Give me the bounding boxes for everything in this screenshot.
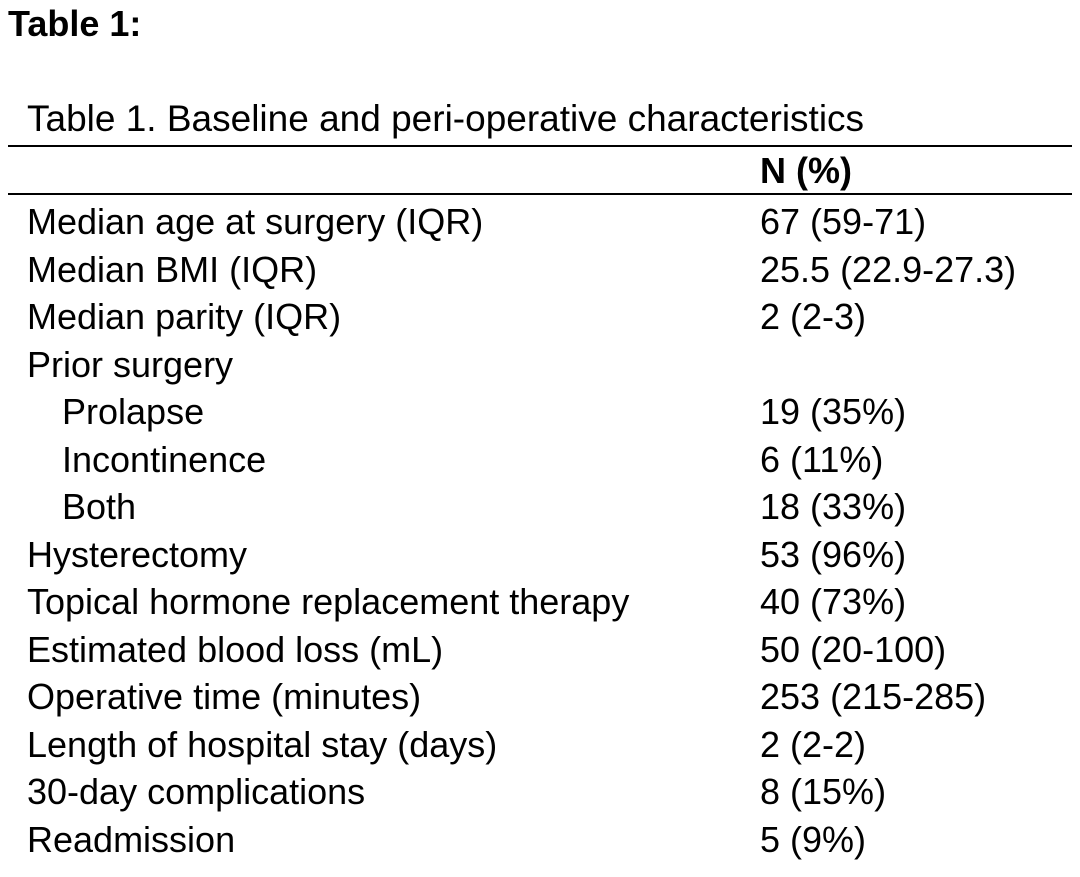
table-row: Median age at surgery (IQR) 67 (59-71) [0,198,1080,246]
row-label: Topical hormone replacement therapy [27,581,630,622]
table-row-group-heading: Prior surgery [0,341,1080,389]
table-top-rule [8,145,1072,147]
row-label: Incontinence [62,438,267,480]
row-label: Length of hospital stay (days) [27,723,498,765]
table-caption: Table 1. Baseline and peri-operative cha… [27,98,865,139]
row-label: Both [62,486,137,527]
document-heading: Table 1: [8,3,142,44]
row-value: 8 (15%) [760,771,887,812]
row-label: Median age at surgery (IQR) [27,201,484,242]
row-value: 18 (33%) [760,486,907,527]
row-label: Readmission [27,818,236,860]
table-row: Estimated blood loss (mL) 50 (20-100) [0,626,1080,674]
table-row: Readmission 5 (9%) [0,816,1080,864]
table-row-subitem: Incontinence 6 (11%) [0,436,1080,484]
row-label: Hysterectomy [27,533,248,575]
table-row: Topical hormone replacement therapy 40 (… [0,578,1080,626]
row-value: 19 (35%) [760,391,907,432]
row-value: 6 (11%) [760,438,884,480]
table-row-subitem: Both 18 (33%) [0,483,1080,531]
row-value: 53 (96%) [760,533,907,575]
row-label: Median BMI (IQR) [27,248,318,290]
table-row: 30-day complications 8 (15%) [0,768,1080,816]
row-label: Estimated blood loss (mL) [27,628,444,670]
table-row: Operative time (minutes) 253 (215-285) [0,673,1080,721]
row-value: 67 (59-71) [760,201,927,242]
row-value: 253 (215-285) [760,676,987,717]
table-row: Hysterectomy 53 (96%) [0,531,1080,579]
row-value: 5 (9%) [760,818,867,860]
row-value: 40 (73%) [760,581,907,622]
row-value: 25.5 (22.9-27.3) [760,248,1017,290]
table-body: Median age at surgery (IQR) 67 (59-71) M… [0,198,1080,863]
row-label: Prior surgery [27,343,234,385]
row-label: 30-day complications [27,771,366,812]
table-row-subitem: Prolapse 19 (35%) [0,388,1080,436]
row-label: Median parity (IQR) [27,296,342,337]
row-label: Operative time (minutes) [27,676,422,717]
table-row: Median BMI (IQR) 25.5 (22.9-27.3) [0,246,1080,294]
table-row: Length of hospital stay (days) 2 (2-2) [0,721,1080,769]
row-label: Prolapse [62,391,205,432]
row-value: 2 (2-2) [760,723,867,765]
table-row: Median parity (IQR) 2 (2-3) [0,293,1080,341]
column-header-n-percent: N (%) [760,150,852,191]
row-value: 50 (20-100) [760,628,947,670]
row-value: 2 (2-3) [760,296,867,337]
table-header-rule [8,193,1072,195]
